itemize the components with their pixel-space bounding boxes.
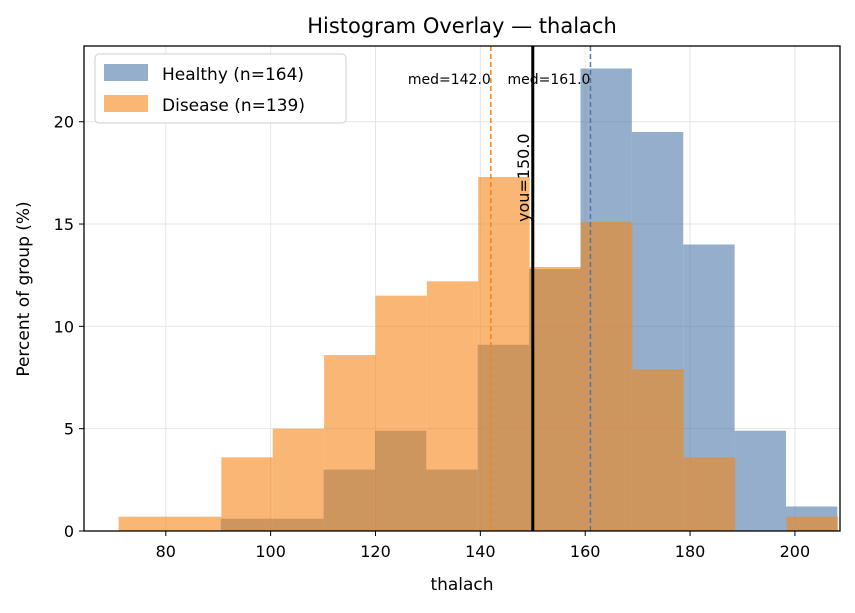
legend-label-healthy: Healthy (n=164) — [162, 65, 304, 85]
y-tick-label: 5 — [64, 420, 74, 439]
y-axis-label: Percent of group (%) — [14, 201, 34, 376]
histogram-bar — [786, 516, 838, 531]
x-tick-label: 200 — [780, 542, 811, 561]
histogram-bar — [426, 281, 479, 531]
histogram-bar — [169, 516, 222, 531]
y-tick-label: 20 — [54, 113, 74, 132]
y-tick-label: 10 — [54, 317, 74, 336]
median-label: med=161.0 — [507, 72, 590, 88]
y-axis: 0 5 10 15 20 — [54, 113, 84, 541]
reference-lines-layer: med=142.0 med=161.0 you=150.0 — [408, 46, 592, 531]
x-tick-label: 120 — [360, 542, 391, 561]
y-tick-label: 15 — [54, 215, 74, 234]
legend-box — [94, 53, 347, 124]
series-disease — [118, 176, 838, 531]
histogram-bar — [683, 457, 736, 531]
histogram-bar — [632, 369, 684, 531]
histogram-bar — [324, 355, 376, 531]
legend-swatch-disease — [104, 95, 148, 112]
legend-swatch-healthy — [104, 64, 148, 81]
histogram-bar — [375, 295, 427, 531]
histogram-bar — [529, 267, 582, 531]
median-label: med=142.0 — [408, 72, 491, 88]
x-tick-label: 80 — [156, 542, 176, 561]
x-tick-label: 140 — [465, 542, 496, 561]
y-tick-label: 0 — [64, 522, 74, 541]
histogram-bar — [272, 428, 325, 531]
x-axis: 80 100 120 140 160 180 200 — [156, 531, 811, 561]
legend-label-disease: Disease (n=139) — [162, 96, 305, 116]
histogram-bar — [118, 516, 170, 531]
x-tick-label: 100 — [255, 542, 286, 561]
bars-layer — [118, 68, 838, 531]
histogram-bar — [581, 221, 633, 531]
x-axis-label: thalach — [430, 575, 493, 595]
chart-title: Histogram Overlay — thalach — [307, 14, 617, 38]
you-marker-label: you=150.0 — [514, 133, 533, 222]
legend: Healthy (n=164) Disease (n=139) — [94, 53, 347, 124]
histogram-bar — [478, 176, 530, 531]
histogram-bar — [221, 457, 273, 531]
x-tick-label: 160 — [570, 542, 601, 561]
x-tick-label: 180 — [675, 542, 706, 561]
histogram-bar — [734, 430, 786, 531]
plot-area-frame — [83, 45, 841, 532]
